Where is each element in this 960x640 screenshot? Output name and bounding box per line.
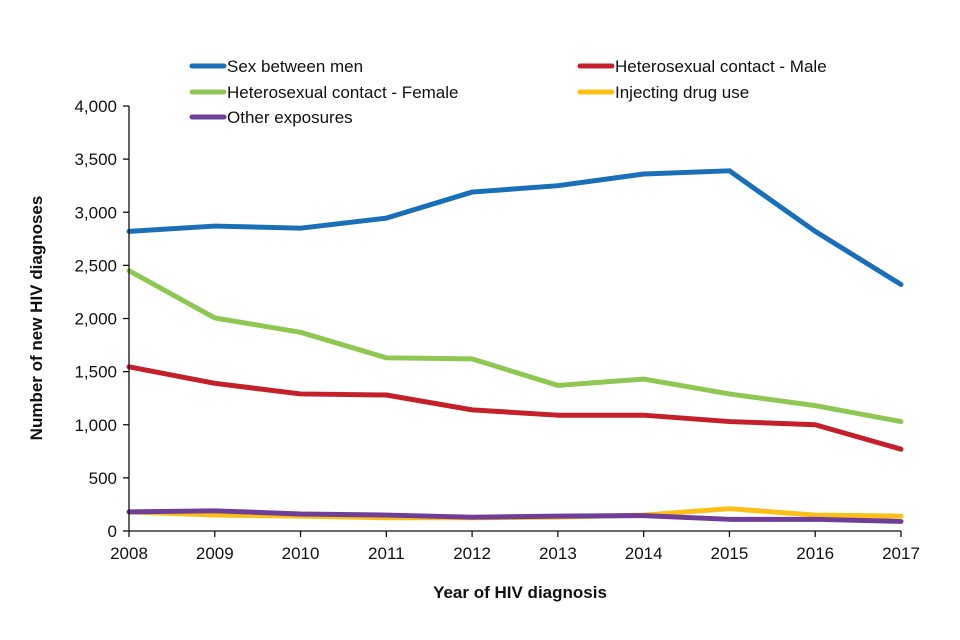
y-tick-label: 0 (108, 522, 117, 541)
y-tick-label: 2,500 (74, 256, 117, 275)
y-tick-label: 1,500 (74, 363, 117, 382)
x-tick-label: 2016 (796, 544, 834, 563)
legend-label: Injecting drug use (615, 83, 749, 102)
y-tick-label: 3,500 (74, 150, 117, 169)
legend-item: Other exposures (189, 108, 353, 127)
x-tick-label: 2011 (368, 544, 405, 563)
x-tick-label: 2009 (196, 544, 234, 563)
series-line-sex-between-men (126, 168, 904, 287)
legend-label: Heterosexual contact - Female (227, 83, 459, 102)
y-tick-label: 4,000 (74, 97, 117, 116)
x-tick-label: 2010 (282, 544, 320, 563)
axes: 0 500 1,000 1,500 2,000 2,500 3,000 3,500 4,000 2… (74, 97, 919, 563)
x-tick-label: 2008 (110, 544, 148, 563)
legend-item: Heterosexual contact - Male (577, 57, 827, 76)
legend-item: Injecting drug use (577, 83, 749, 102)
legend-label: Sex between men (227, 57, 363, 76)
x-tick-label: 2014 (625, 544, 663, 563)
x-axis-title: Year of HIV diagnosis (433, 583, 607, 602)
series-line-other-exposures (126, 508, 904, 524)
series-line-heterosexual-contact-female (126, 268, 904, 425)
x-tick-label: 2012 (453, 544, 491, 563)
x-tick-label: 2013 (539, 544, 577, 563)
y-axis-title: Number of new HIV diagnoses (27, 196, 46, 441)
series-line-heterosexual-contact-male (126, 364, 904, 452)
legend: Sex between men Heterosexual contact - Ma… (189, 57, 827, 127)
y-tick-label: 2,000 (74, 310, 117, 329)
x-tick-label: 2017 (882, 544, 920, 563)
legend-item: Sex between men (189, 57, 363, 76)
y-tick-label: 3,000 (74, 203, 117, 222)
y-tick-label: 1,000 (74, 416, 117, 435)
legend-item: Heterosexual contact - Female (189, 83, 459, 102)
y-tick-label: 500 (89, 469, 117, 488)
x-tick-label: 2015 (711, 544, 749, 563)
legend-label: Other exposures (227, 108, 353, 127)
series-lines (126, 168, 904, 524)
legend-label: Heterosexual contact - Male (615, 57, 827, 76)
